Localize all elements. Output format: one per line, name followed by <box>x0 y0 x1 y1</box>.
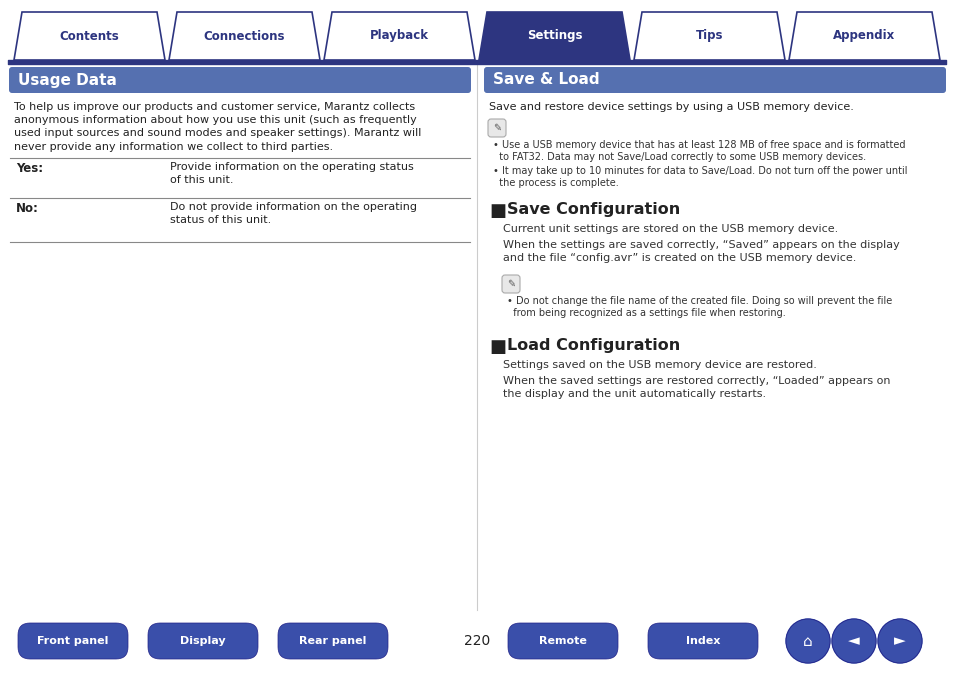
Text: When the settings are saved correctly, “Saved” appears on the display
and the fi: When the settings are saved correctly, “… <box>502 240 899 263</box>
Text: Save Configuration: Save Configuration <box>506 202 679 217</box>
FancyBboxPatch shape <box>483 67 945 93</box>
Text: Save & Load: Save & Load <box>493 73 599 87</box>
Polygon shape <box>14 12 165 60</box>
FancyBboxPatch shape <box>18 623 128 659</box>
Text: ✎: ✎ <box>506 279 515 289</box>
Text: Do not provide information on the operating
status of this unit.: Do not provide information on the operat… <box>170 202 416 225</box>
Text: Settings: Settings <box>526 30 581 42</box>
FancyBboxPatch shape <box>647 623 758 659</box>
Text: • Use a USB memory device that has at least 128 MB of free space and is formatte: • Use a USB memory device that has at le… <box>493 140 904 162</box>
Circle shape <box>785 619 829 663</box>
Text: To help us improve our products and customer service, Marantz collects
anonymous: To help us improve our products and cust… <box>14 102 421 151</box>
Text: Tips: Tips <box>695 30 722 42</box>
Text: Yes:: Yes: <box>16 162 43 175</box>
Text: ◄: ◄ <box>847 633 859 649</box>
Text: Contents: Contents <box>59 30 119 42</box>
Text: No:: No: <box>16 202 39 215</box>
Text: Front panel: Front panel <box>37 636 109 646</box>
Text: ■: ■ <box>489 202 505 220</box>
Polygon shape <box>788 12 939 60</box>
Text: Rear panel: Rear panel <box>299 636 366 646</box>
FancyBboxPatch shape <box>488 119 505 137</box>
Text: Appendix: Appendix <box>833 30 895 42</box>
Text: ►: ► <box>893 633 905 649</box>
FancyBboxPatch shape <box>507 623 618 659</box>
Text: Display: Display <box>180 636 226 646</box>
Text: Playback: Playback <box>370 30 429 42</box>
FancyBboxPatch shape <box>501 275 519 293</box>
Polygon shape <box>634 12 784 60</box>
Text: ■: ■ <box>489 338 505 356</box>
Polygon shape <box>324 12 475 60</box>
Text: Settings saved on the USB memory device are restored.: Settings saved on the USB memory device … <box>502 360 816 370</box>
Text: Usage Data: Usage Data <box>18 73 117 87</box>
FancyBboxPatch shape <box>9 67 471 93</box>
Polygon shape <box>478 12 629 60</box>
Text: When the saved settings are restored correctly, “Loaded” appears on
the display : When the saved settings are restored cor… <box>502 376 889 399</box>
Polygon shape <box>169 12 319 60</box>
Circle shape <box>831 619 875 663</box>
Text: Connections: Connections <box>204 30 285 42</box>
Text: • It may take up to 10 minutes for data to Save/Load. Do not turn off the power : • It may take up to 10 minutes for data … <box>493 166 906 188</box>
Text: Index: Index <box>685 636 720 646</box>
FancyBboxPatch shape <box>277 623 388 659</box>
Text: Save and restore device settings by using a USB memory device.: Save and restore device settings by usin… <box>489 102 853 112</box>
FancyBboxPatch shape <box>148 623 257 659</box>
Text: ✎: ✎ <box>493 123 500 133</box>
Text: Load Configuration: Load Configuration <box>506 338 679 353</box>
Text: Remote: Remote <box>538 636 586 646</box>
Text: • Do not change the file name of the created file. Doing so will prevent the fil: • Do not change the file name of the cre… <box>506 296 891 318</box>
Text: Provide information on the operating status
of this unit.: Provide information on the operating sta… <box>170 162 414 185</box>
Text: ⌂: ⌂ <box>802 633 812 649</box>
Circle shape <box>877 619 921 663</box>
Text: 220: 220 <box>463 634 490 648</box>
Text: Current unit settings are stored on the USB memory device.: Current unit settings are stored on the … <box>502 224 838 234</box>
